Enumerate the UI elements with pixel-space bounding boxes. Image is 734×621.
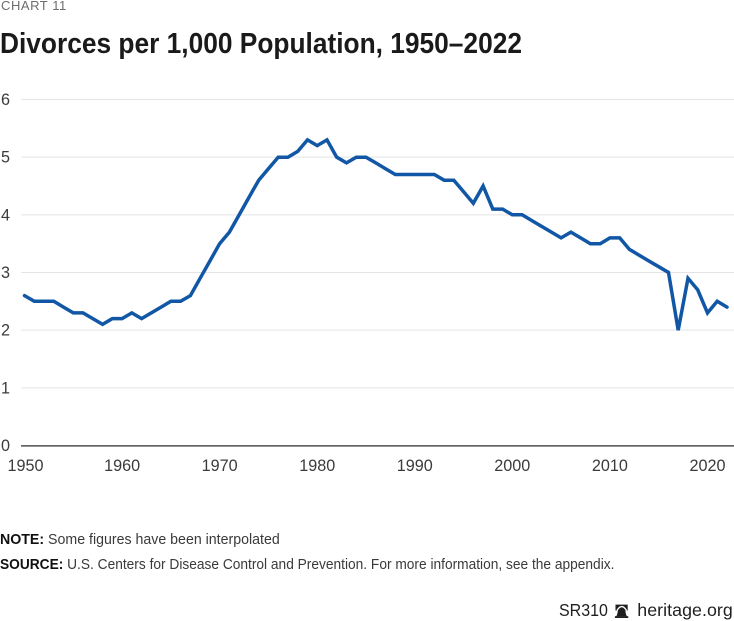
svg-text:1950: 1950 <box>7 457 43 475</box>
svg-text:2010: 2010 <box>592 457 628 475</box>
svg-text:6: 6 <box>1 91 10 109</box>
svg-text:1980: 1980 <box>299 457 335 475</box>
svg-text:4: 4 <box>1 206 10 224</box>
svg-text:1960: 1960 <box>104 457 140 475</box>
svg-text:3: 3 <box>1 264 10 282</box>
svg-text:1970: 1970 <box>202 457 238 475</box>
svg-text:1: 1 <box>1 379 10 397</box>
svg-text:1990: 1990 <box>397 457 433 475</box>
svg-text:5: 5 <box>1 149 10 167</box>
svg-text:2020: 2020 <box>689 457 725 475</box>
svg-text:2000: 2000 <box>494 457 530 475</box>
svg-text:0: 0 <box>1 437 10 455</box>
svg-text:2: 2 <box>1 322 10 340</box>
